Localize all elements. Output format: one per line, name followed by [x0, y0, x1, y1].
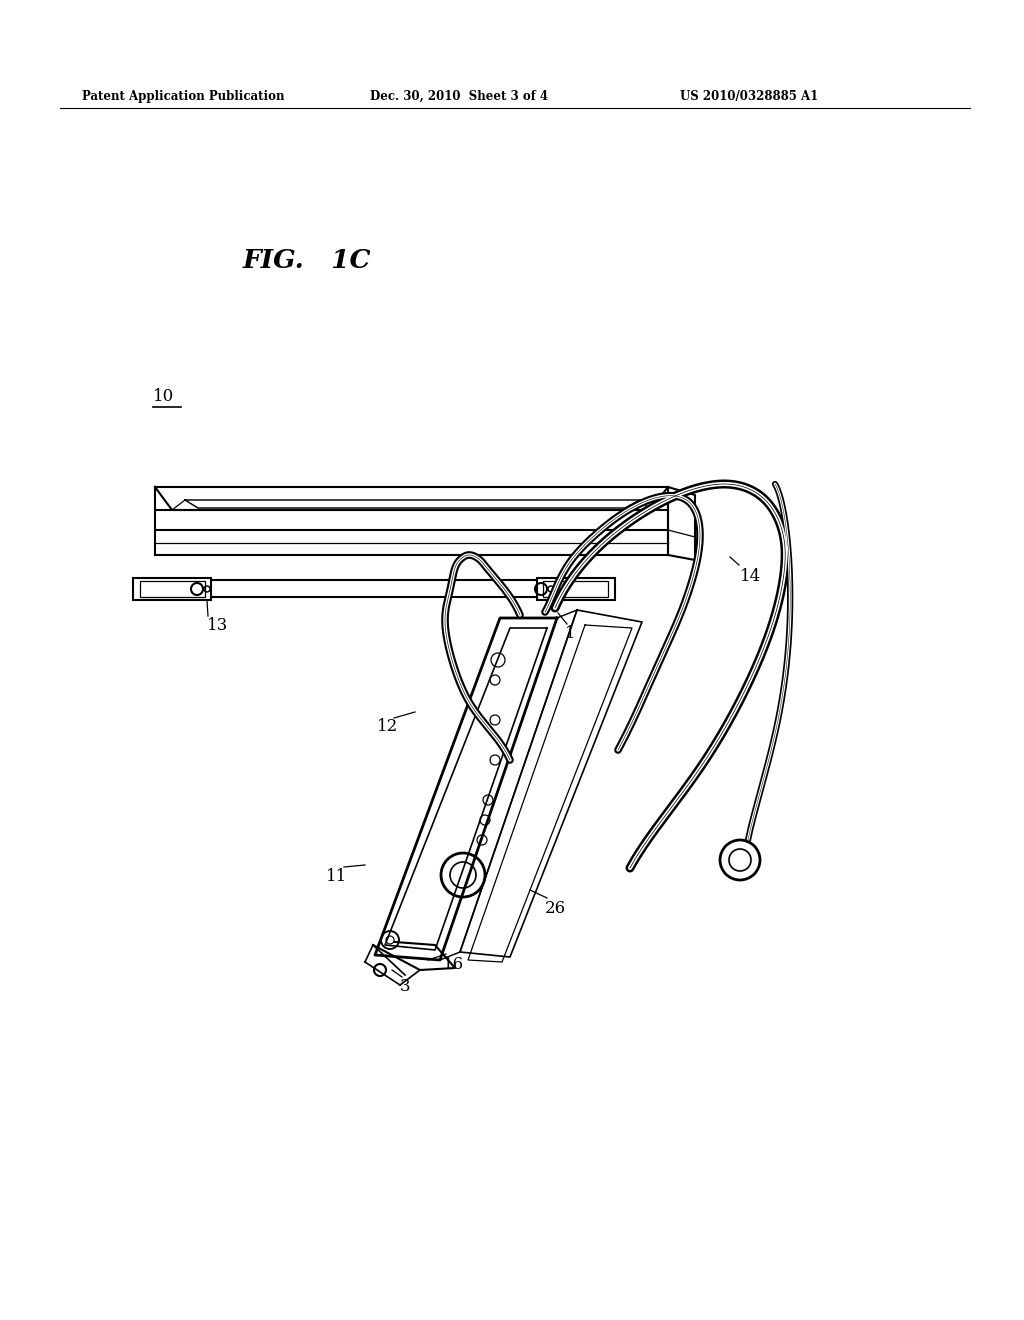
Text: 3: 3	[400, 978, 411, 995]
Text: 13: 13	[207, 616, 228, 634]
Text: 12: 12	[377, 718, 398, 735]
Text: 10: 10	[153, 388, 174, 405]
Text: 16: 16	[443, 956, 464, 973]
Bar	[543, 581, 608, 597]
Text: 26: 26	[545, 900, 566, 917]
Bar	[140, 581, 205, 597]
Text: Patent Application Publication: Patent Application Publication	[82, 90, 285, 103]
Text: Dec. 30, 2010  Sheet 3 of 4: Dec. 30, 2010 Sheet 3 of 4	[370, 90, 548, 103]
Bar	[133, 578, 211, 601]
Text: 14: 14	[740, 568, 761, 585]
Bar	[537, 578, 615, 601]
Text: 11: 11	[326, 869, 347, 884]
Text: FIG.   1C: FIG. 1C	[243, 248, 372, 273]
Text: US 2010/0328885 A1: US 2010/0328885 A1	[680, 90, 818, 103]
Text: 1: 1	[565, 624, 575, 642]
